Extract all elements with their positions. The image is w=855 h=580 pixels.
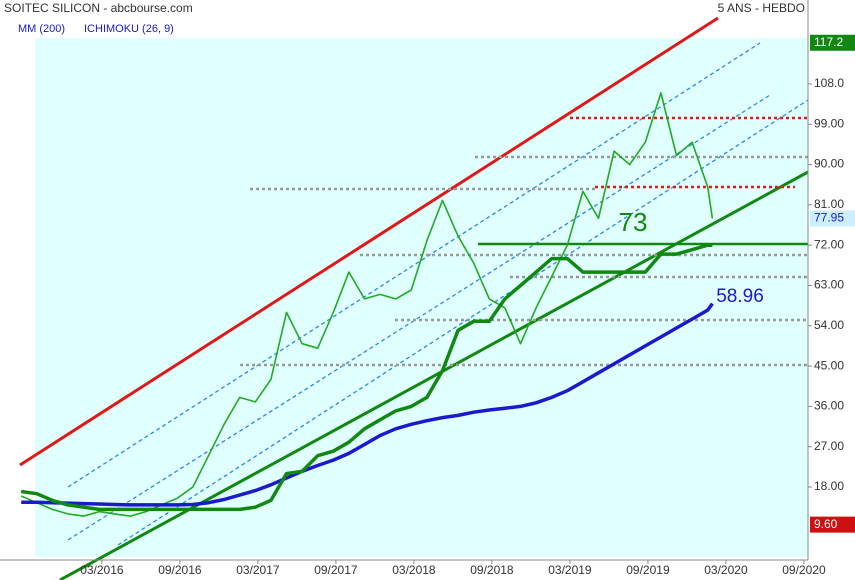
mid-channel — [117, 99, 809, 546]
plot-background — [35, 38, 808, 557]
trend-lines — [19, 16, 809, 580]
y-tick-label: 27.00 — [814, 439, 844, 453]
y-tick-label: 63.00 — [814, 278, 844, 292]
x-tick-label: 09/2017 — [314, 563, 358, 577]
y-tick-label: 36.00 — [814, 399, 844, 413]
price-label: 9.60 — [814, 517, 838, 531]
price-label-box — [810, 210, 855, 227]
chart-title: SOITEC SILICON - abcbourse.com — [4, 1, 193, 15]
lower-channel — [59, 170, 809, 580]
legend-entry: ICHIMOKU (26, 9) — [84, 23, 174, 35]
chart-subtitle: 5 ANS - HEBDO — [718, 1, 805, 15]
x-tick-label: 09/2018 — [470, 563, 514, 577]
y-tick-label: 72.00 — [814, 237, 844, 251]
mid-channel — [67, 94, 771, 541]
y-tick-label: 45.00 — [814, 358, 844, 372]
series-line — [20, 92, 714, 517]
series-line — [20, 243, 713, 512]
y-tick-label: 54.00 — [814, 318, 844, 332]
x-tick-label: 03/2018 — [392, 563, 436, 577]
y-tick-label: 108.0 — [814, 76, 844, 90]
price-label: 77.95 — [814, 211, 844, 225]
series-line — [21, 302, 714, 507]
y-tick-label: 81.00 — [814, 197, 844, 211]
legend-entry: MM (200) — [18, 23, 65, 35]
upper-channel — [19, 16, 719, 467]
x-tick-label: 03/2020 — [704, 563, 748, 577]
x-tick-label: 03/2019 — [548, 563, 592, 577]
y-tick-label: 90.00 — [814, 157, 844, 171]
annotation: 58.96 — [716, 286, 764, 307]
x-tick-label: 03/2016 — [80, 563, 124, 577]
annotation: 73 — [619, 207, 648, 237]
price-label-box — [810, 34, 855, 51]
y-tick-label: 18.00 — [814, 479, 844, 493]
y-tick-label: 99.00 — [814, 116, 844, 130]
price-label-box — [810, 516, 855, 533]
x-tick-label: 09/2016 — [158, 563, 202, 577]
x-tick-label: 09/2020 — [782, 563, 826, 577]
x-tick-label: 03/2017 — [236, 563, 280, 577]
x-tick-label: 09/2019 — [626, 563, 670, 577]
price-label: 117.2 — [814, 35, 843, 49]
